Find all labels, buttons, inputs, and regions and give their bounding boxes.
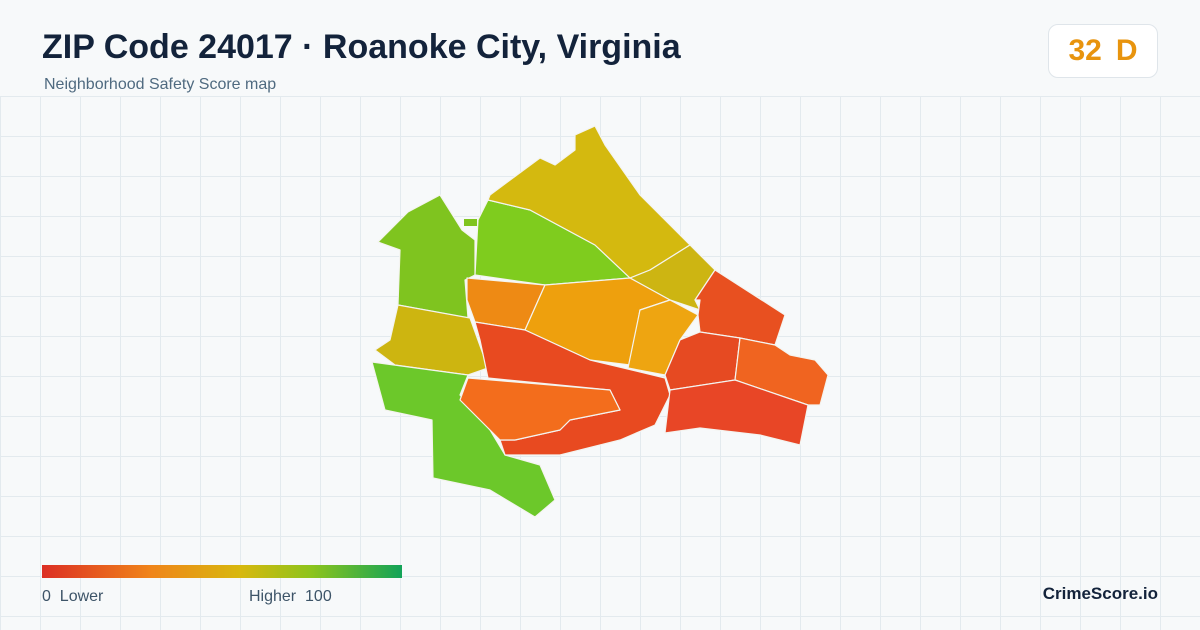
legend-max-value: 100 bbox=[305, 588, 332, 605]
score-value: 32 bbox=[1068, 34, 1102, 67]
legend-max-label: Higher bbox=[249, 588, 297, 605]
region bbox=[377, 194, 476, 319]
legend-max: Higher 100 bbox=[249, 588, 332, 606]
legend-min: 0 Lower bbox=[42, 588, 103, 606]
legend-min-label: Lower bbox=[59, 588, 104, 605]
region bbox=[459, 377, 621, 441]
score-badge: 32 D bbox=[1048, 24, 1158, 78]
title: ZIP Code 24017 · Roanoke City, Virginia bbox=[42, 28, 681, 66]
legend-gradient bbox=[42, 565, 402, 578]
region bbox=[487, 125, 691, 279]
map-fragment bbox=[464, 219, 477, 226]
subtitle: Neighborhood Safety Score map bbox=[44, 76, 277, 93]
brand: CrimeScore.io bbox=[1042, 584, 1158, 603]
region bbox=[664, 379, 809, 446]
region bbox=[371, 361, 556, 518]
legend-min-value: 0 bbox=[42, 588, 51, 605]
score-grade: D bbox=[1115, 34, 1138, 67]
